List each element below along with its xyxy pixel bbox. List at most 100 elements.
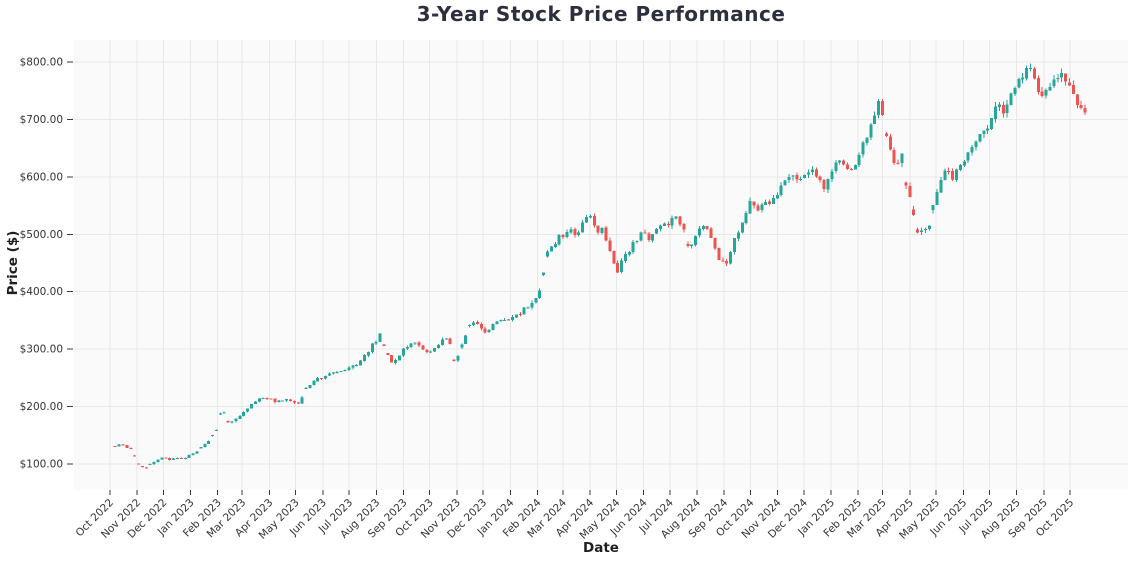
candle (717, 247, 721, 261)
y-tick-label: $800.00 (20, 56, 63, 68)
candle (1075, 93, 1079, 109)
candle (783, 179, 787, 186)
candle (191, 452, 195, 456)
candle (565, 229, 569, 239)
candle (616, 260, 620, 273)
candle (631, 240, 635, 254)
candle (955, 168, 959, 182)
candle (117, 444, 121, 447)
candle (475, 320, 479, 325)
candle (183, 457, 187, 460)
candle (433, 347, 437, 353)
candle (635, 240, 639, 244)
candle (487, 328, 491, 334)
candle (281, 400, 285, 402)
candle (1032, 66, 1036, 80)
candle (861, 140, 865, 158)
candle (588, 214, 592, 219)
candle (655, 228, 659, 234)
candle (896, 159, 900, 165)
candle (394, 358, 398, 365)
candle (604, 226, 608, 242)
candle (701, 225, 705, 231)
candle (207, 440, 211, 444)
candle (218, 412, 222, 416)
candle (417, 341, 421, 348)
candle (312, 380, 316, 386)
candle (1021, 73, 1025, 84)
candle (378, 332, 382, 343)
candle (877, 98, 881, 119)
candle (666, 221, 670, 228)
candle (382, 344, 386, 346)
candle (285, 398, 289, 402)
candle (919, 227, 923, 235)
candle (912, 206, 916, 217)
candle (456, 354, 460, 362)
candle (768, 199, 772, 206)
candle (320, 377, 324, 381)
candle (168, 457, 172, 461)
candle (845, 162, 849, 171)
candle (479, 322, 483, 331)
plot-area (74, 40, 1128, 490)
candle (1079, 101, 1083, 110)
candle (160, 457, 164, 460)
candle (156, 459, 160, 463)
candle (725, 259, 729, 266)
y-tick-label: $100.00 (20, 459, 63, 471)
candle (316, 377, 320, 382)
candle (187, 454, 191, 459)
y-tick-label: $200.00 (20, 401, 63, 413)
candle (495, 320, 499, 325)
candle (678, 215, 682, 227)
y-tick-label: $400.00 (20, 286, 63, 298)
candle (277, 400, 281, 403)
candle (261, 397, 265, 399)
candle (865, 137, 869, 146)
candle (542, 272, 546, 276)
candle (1064, 73, 1068, 86)
candle (421, 344, 425, 350)
candle (810, 166, 814, 175)
candle (853, 164, 857, 170)
candle (584, 214, 588, 224)
candle (491, 323, 495, 331)
x-axis-title: Date (583, 540, 619, 556)
candle (581, 219, 585, 233)
candle (304, 386, 308, 390)
candle (791, 175, 795, 181)
candle (253, 401, 257, 405)
candle (444, 337, 448, 340)
candle (507, 319, 511, 321)
candle (834, 159, 838, 174)
candle (674, 215, 678, 220)
candle (514, 314, 518, 318)
candle (982, 130, 986, 138)
candle (164, 457, 168, 459)
candle (257, 397, 261, 403)
y-tick-label: $700.00 (20, 114, 63, 126)
candle (1029, 63, 1033, 72)
candle (140, 466, 144, 468)
candle (986, 124, 990, 134)
candle (288, 399, 292, 402)
candle (401, 347, 405, 358)
candle (246, 408, 250, 413)
candle (362, 354, 366, 362)
candle (873, 111, 877, 125)
candle (623, 251, 627, 263)
candle (538, 288, 542, 300)
candle (600, 227, 604, 235)
candle (339, 370, 343, 373)
y-axis: $100.00 $200.00 $300.00 $400.00 $500.00 $600.… (20, 56, 73, 471)
candle (779, 182, 783, 197)
candle (425, 348, 429, 354)
candle (366, 351, 370, 358)
candle (752, 201, 756, 209)
candle (943, 168, 947, 181)
candle (125, 444, 129, 449)
candle (546, 250, 550, 258)
candle (694, 235, 698, 247)
candle (927, 225, 931, 231)
